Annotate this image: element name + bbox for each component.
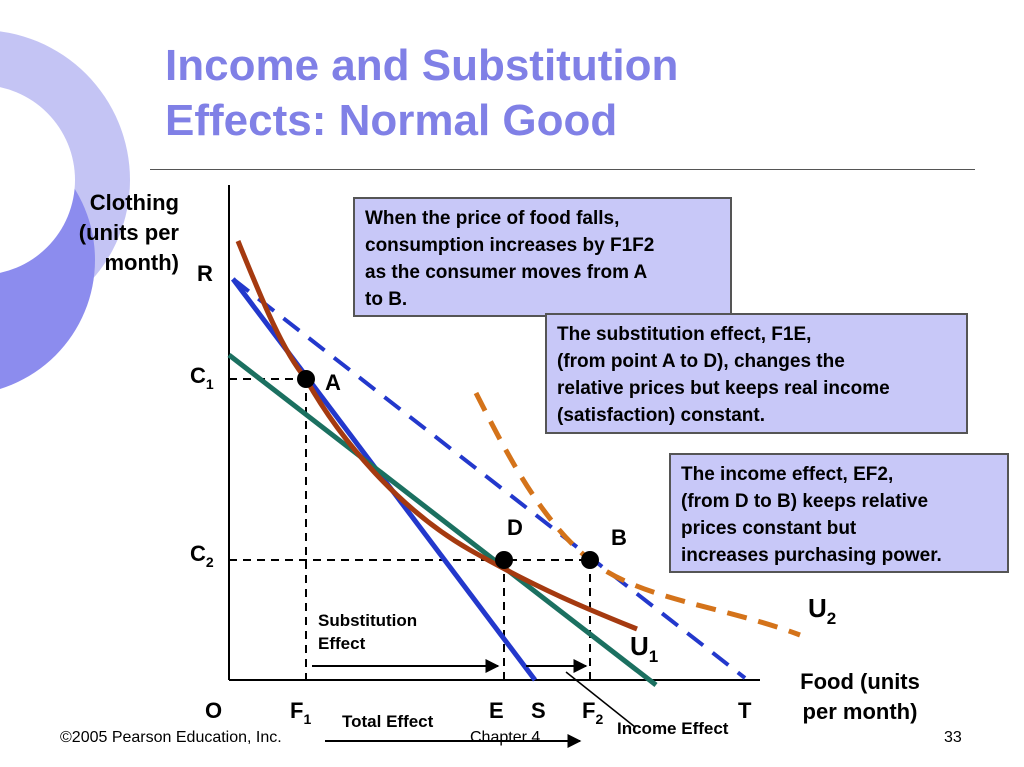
slide-title: Income and Substitution Effects: Normal …	[165, 38, 865, 148]
title-line-1: Income and Substitution	[165, 41, 679, 90]
curve-u1-label: U1	[630, 631, 658, 666]
title-divider	[150, 169, 975, 170]
substitution-effect-label-1: Substitution	[318, 611, 417, 630]
tick-c2: C2	[190, 541, 214, 570]
total-effect-label: Total Effect	[342, 712, 434, 731]
footer-copyright: ©2005 Pearson Education, Inc.	[60, 729, 282, 746]
tick-e: E	[489, 698, 504, 723]
substitution-effect-label-2: Effect	[318, 634, 366, 653]
footer-page-number: 33	[944, 729, 962, 746]
point-d-label: D	[507, 515, 523, 540]
income-effect-label: Income Effect	[617, 719, 729, 738]
point-a-dot	[297, 370, 315, 388]
tick-t: T	[738, 698, 752, 723]
tick-c1: C1	[190, 363, 214, 392]
compensated-budget-line	[227, 353, 658, 687]
footer-chapter: Chapter 4	[470, 729, 541, 746]
tick-s: S	[531, 698, 546, 723]
point-b-dot	[581, 551, 599, 569]
tick-f2: F2	[582, 698, 603, 727]
callout-income-effect: The income effect, EF2, (from D to B) ke…	[669, 453, 1009, 573]
y-axis-title: Clothing (units per month)	[78, 190, 179, 275]
title-line-2: Effects: Normal Good	[165, 96, 618, 145]
point-d-dot	[495, 551, 513, 569]
income-effect-pointer	[565, 671, 636, 728]
tick-r: R	[197, 261, 213, 286]
curve-u2-label: U2	[808, 593, 836, 628]
indifference-curve-u1	[235, 240, 638, 632]
callout-substitution-effect: The substitution effect, F1E, (from poin…	[545, 313, 968, 434]
point-a-label: A	[325, 370, 341, 395]
tick-origin: O	[205, 698, 222, 723]
x-axis-title: Food (units per month)	[800, 669, 920, 724]
callout-price-fall: When the price of food falls, consumptio…	[353, 197, 732, 317]
deco-circle-inner	[0, 87, 75, 273]
tick-f1: F1	[290, 698, 311, 727]
budget-line-rt	[231, 277, 747, 680]
point-b-label: B	[611, 525, 627, 550]
